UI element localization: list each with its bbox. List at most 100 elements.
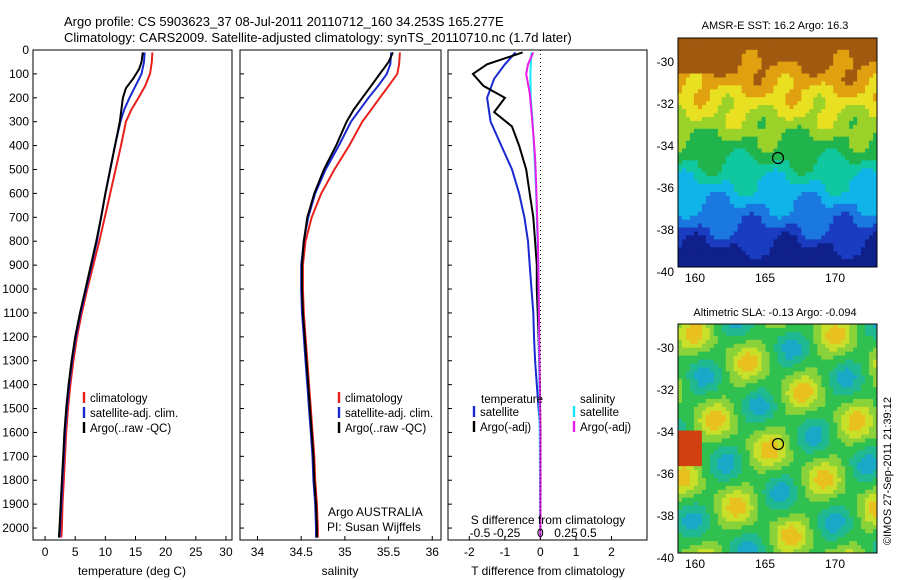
map-cell	[793, 422, 798, 428]
y-tick-label: 1300	[2, 354, 29, 368]
map-cell	[813, 180, 818, 185]
map-cell	[777, 113, 782, 118]
map-cell	[713, 41, 719, 47]
map-cell	[693, 355, 699, 360]
map-cell	[705, 113, 711, 118]
map-cell	[837, 81, 842, 86]
map-cell	[821, 97, 826, 102]
map-cell	[801, 227, 806, 232]
map-cell	[678, 172, 683, 177]
map-cell	[797, 255, 802, 260]
map-cell	[678, 462, 683, 467]
map-cell	[681, 176, 687, 181]
map-cell	[761, 430, 766, 435]
map-cell	[681, 164, 687, 169]
map-cell	[833, 180, 838, 185]
map-cell	[697, 259, 703, 264]
map-cell	[701, 406, 707, 412]
map-cell	[717, 239, 723, 244]
map-cell	[689, 371, 695, 376]
map-cell	[841, 124, 846, 130]
map-cell	[709, 188, 715, 193]
map-cell	[765, 251, 770, 256]
map-cell	[777, 363, 782, 368]
map-cell	[809, 144, 814, 149]
map-cell	[765, 367, 770, 372]
map-cell	[697, 116, 703, 122]
map-cell	[813, 156, 818, 161]
map-cell	[721, 57, 727, 63]
map-cell	[785, 136, 790, 142]
map-cell	[717, 438, 723, 443]
map-cell	[809, 434, 814, 439]
map-cell	[697, 57, 703, 63]
map-cell	[709, 109, 715, 114]
map-cell	[753, 172, 758, 177]
map-cell	[685, 446, 691, 451]
map-cell	[745, 81, 751, 86]
map-cell	[853, 38, 858, 43]
map-x-tick-label: 165	[755, 271, 775, 285]
map-cell	[777, 462, 782, 467]
map-cell	[797, 116, 802, 122]
map-cell	[781, 207, 786, 213]
map-cell	[721, 199, 727, 205]
map-cell	[861, 211, 866, 217]
map-cell	[678, 458, 683, 463]
map-cell	[749, 414, 755, 420]
map-cell	[737, 89, 743, 94]
map-cell	[845, 203, 850, 209]
map-cell	[813, 402, 818, 408]
map-cell	[841, 434, 846, 439]
map-cell	[853, 343, 858, 349]
map-cell	[769, 418, 774, 424]
map-cell	[701, 89, 707, 94]
map-cell	[873, 168, 878, 173]
map-cell	[741, 255, 747, 260]
map-cell	[729, 101, 735, 106]
map-cell	[857, 61, 862, 67]
map-cell	[865, 85, 870, 90]
map-cell	[717, 97, 723, 102]
map-cell	[821, 219, 826, 224]
map-cell	[697, 474, 703, 479]
map-cell	[833, 231, 838, 236]
map-cell	[781, 73, 786, 78]
map-cell	[861, 101, 866, 106]
map-cell	[685, 470, 691, 475]
map-cell	[737, 69, 743, 74]
map-cell	[849, 45, 854, 51]
x-tick-label: 10	[99, 545, 113, 559]
map-cell	[865, 446, 870, 451]
map-cell	[813, 363, 818, 368]
map-cell	[789, 351, 794, 356]
map-cell	[861, 259, 866, 264]
map-cell	[781, 81, 786, 86]
map-cell	[833, 81, 838, 86]
map-cell	[701, 191, 707, 197]
map-cell	[721, 466, 727, 471]
map-cell	[805, 359, 810, 364]
map-cell	[741, 466, 747, 471]
map-cell	[853, 247, 858, 252]
map-cell	[681, 247, 687, 252]
map-cell	[729, 113, 735, 118]
map-cell	[729, 211, 735, 217]
map-cell	[705, 367, 711, 372]
map-cell	[685, 371, 691, 376]
map-cell	[689, 422, 695, 428]
map-cell	[813, 136, 818, 142]
map-cell	[821, 251, 826, 256]
map-cell	[697, 243, 703, 248]
map-cell	[825, 442, 830, 447]
map-cell	[769, 124, 774, 130]
map-cell	[805, 367, 810, 372]
map-cell	[681, 379, 687, 384]
map-cell	[701, 172, 707, 177]
map-cell	[729, 367, 735, 372]
map-cell	[721, 49, 727, 55]
map-cell	[825, 69, 830, 74]
map-cell	[717, 442, 723, 447]
map-cell	[781, 355, 786, 360]
